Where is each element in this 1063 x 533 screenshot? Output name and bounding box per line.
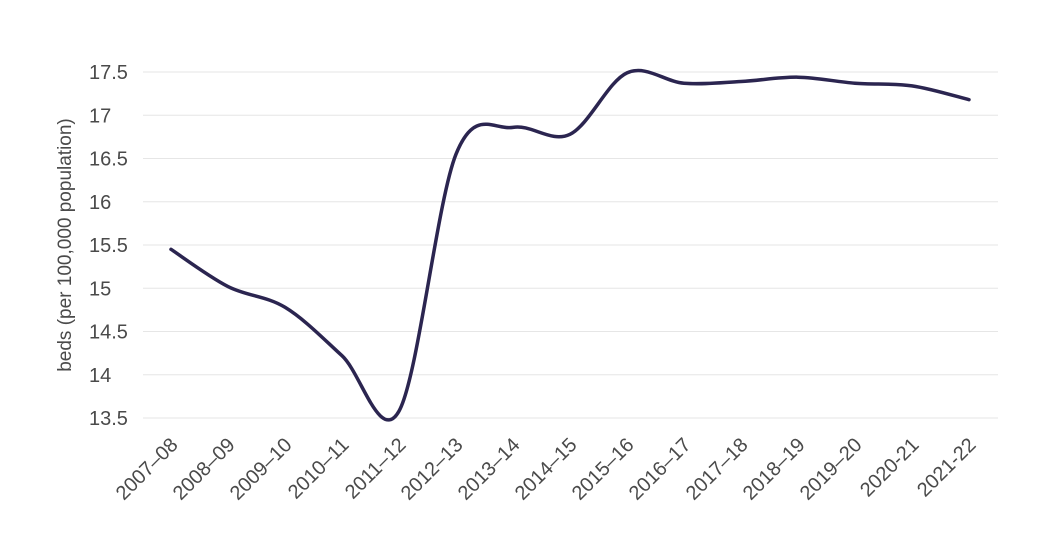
x-tick-label: 2019–20 bbox=[796, 434, 867, 505]
series-layer bbox=[169, 68, 971, 422]
y-tick-label: 14 bbox=[89, 365, 111, 387]
x-tick-label: 2015–16 bbox=[568, 434, 639, 505]
y-tick-label: 17 bbox=[89, 105, 111, 127]
x-tick-label: 2021-22 bbox=[913, 434, 980, 501]
y-axis-title: beds (per 100,000 population) bbox=[55, 118, 76, 372]
y-tick-label: 13.5 bbox=[89, 408, 128, 430]
x-tick-label: 2020-21 bbox=[856, 434, 923, 501]
y-tick-label: 17.5 bbox=[89, 62, 128, 84]
x-tick-label: 2017–18 bbox=[682, 434, 753, 505]
series-line bbox=[169, 68, 971, 422]
x-tick-label: 2008–09 bbox=[169, 434, 240, 505]
x-tick-label: 2018–19 bbox=[739, 434, 810, 505]
y-tick-label: 16 bbox=[89, 192, 111, 214]
y-tick-label: 14.5 bbox=[89, 322, 128, 344]
x-tick-label: 2007–08 bbox=[112, 434, 183, 505]
y-axis-ticks: 13.5 14 14.5 15 15.5 16 16.5 17 17.5 bbox=[89, 62, 128, 430]
x-tick-label: 2012–13 bbox=[397, 434, 468, 505]
x-tick-label: 2010–11 bbox=[284, 434, 354, 504]
x-tick-label: 2014–15 bbox=[511, 434, 582, 505]
y-tick-label: 16.5 bbox=[89, 149, 128, 171]
y-tick-label: 15 bbox=[89, 278, 111, 300]
y-tick-label: 15.5 bbox=[89, 235, 128, 257]
x-axis-ticks: 2007–082008–092009–102010–112011–122012–… bbox=[112, 434, 981, 505]
gridlines bbox=[143, 71, 998, 419]
x-tick-label: 2016–17 bbox=[625, 434, 696, 505]
x-tick-label: 2009–10 bbox=[226, 434, 297, 505]
x-tick-label: 2013–14 bbox=[454, 434, 525, 505]
